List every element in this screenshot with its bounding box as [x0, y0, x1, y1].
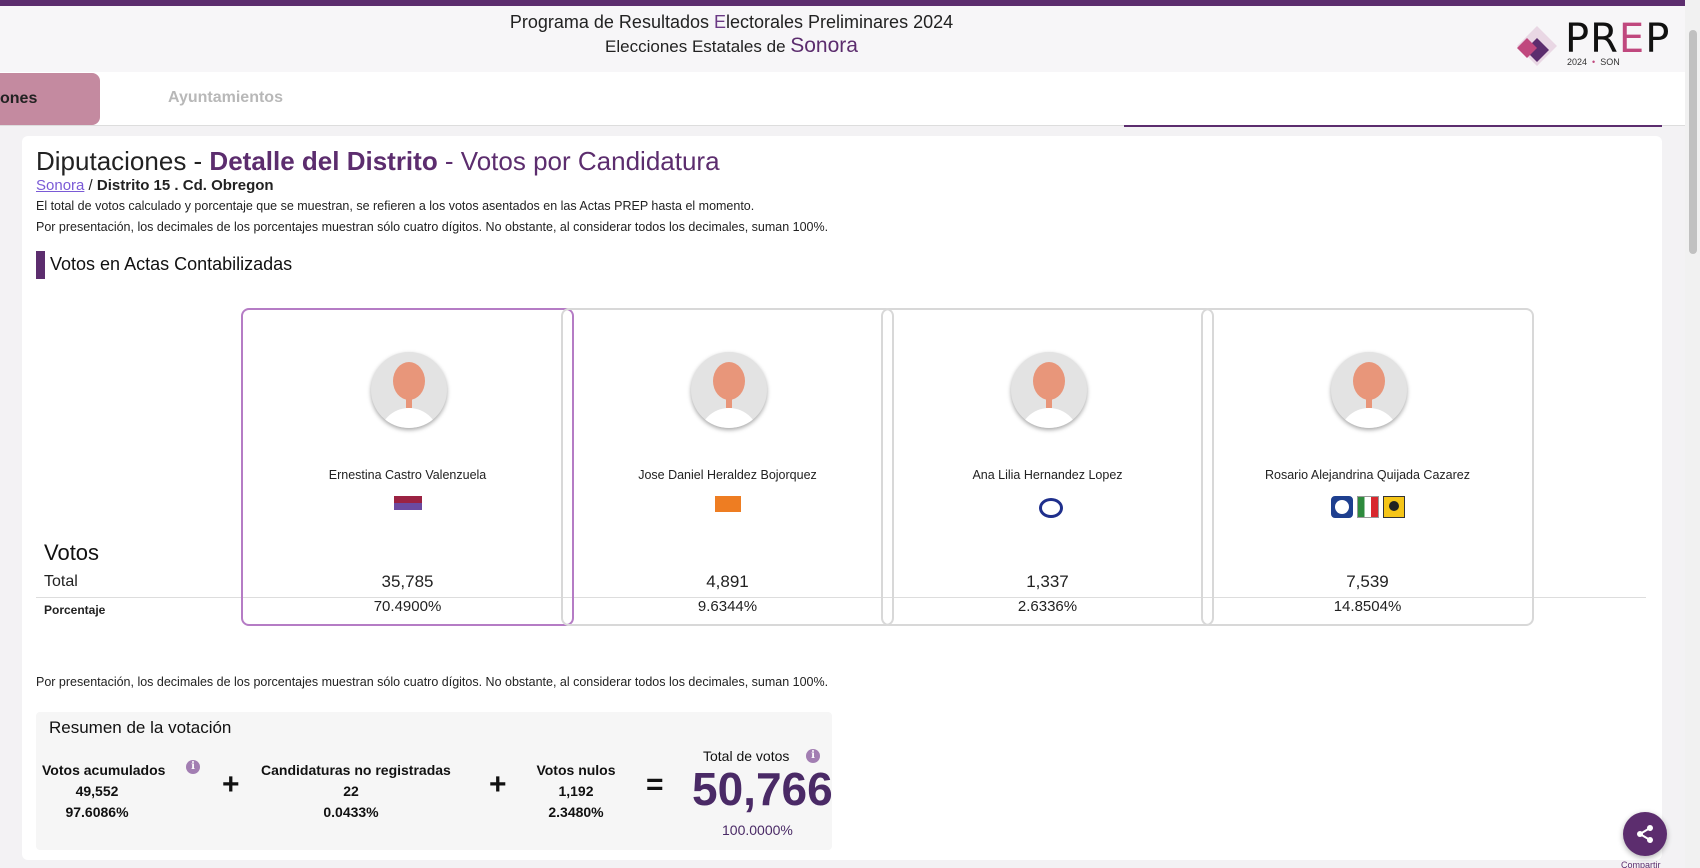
candidate-avatar	[371, 352, 447, 428]
tab-ayuntamientos[interactable]: Ayuntamientos	[168, 89, 283, 106]
election-tabs: ones Ayuntamientos	[0, 72, 1685, 127]
info-icon[interactable]: i	[186, 760, 200, 774]
candidate-avatar	[1331, 352, 1407, 428]
pes-logo-icon	[1034, 496, 1063, 518]
candidate-card[interactable]: Ana Lilia Hernandez Lopez 1,337 2.6336%	[881, 308, 1214, 626]
candidate-name: Ana Lilia Hernandez Lopez	[972, 468, 1123, 482]
summary-title: Resumen de la votación	[49, 718, 232, 737]
candidate-total: 1,337	[1026, 572, 1069, 591]
votes-note: El total de votos calculado y porcentaje…	[36, 199, 755, 213]
share-icon	[1637, 825, 1653, 843]
breadcrumb-current: Distrito 15 . Cd. Obregon	[96, 177, 274, 194]
plus-sign: +	[222, 768, 240, 801]
plus-sign: +	[489, 768, 507, 801]
candidate-total: 4,891	[706, 572, 749, 591]
scrollbar-thumb[interactable]	[1689, 30, 1697, 254]
pan-logo-icon	[1330, 496, 1353, 518]
decimals-note: Por presentación, los decimales de los p…	[36, 220, 829, 234]
unregistered-candidates: Candidaturas no registradas 22 0.0433%	[261, 762, 451, 820]
morena-logo-icon	[393, 496, 422, 510]
candidate-avatar	[691, 352, 767, 428]
breadcrumb-link-sonora[interactable]: Sonora	[36, 177, 85, 194]
candidate-avatar	[1011, 352, 1087, 428]
district-detail-card: Diputaciones - Detalle del Distrito - Vo…	[22, 136, 1662, 860]
share-label: Compartir	[1621, 860, 1661, 868]
percentage-row-label: Porcentaje	[44, 603, 106, 617]
candidate-name: Rosario Alejandrina Quijada Cazarez	[1265, 468, 1470, 482]
tab-indicator	[1124, 125, 1662, 127]
party-logos	[1203, 496, 1532, 518]
candidate-total: 7,539	[1346, 572, 1389, 591]
vote-summary: Resumen de la votación Votos acumulados …	[36, 712, 833, 850]
section-title: Votos en Actas Contabilizadas	[50, 254, 293, 274]
prep-logo[interactable]: PREP 2024 • SON	[1515, 16, 1675, 68]
top-accent-bar	[0, 0, 1700, 6]
header-subtitle: Elecciones Estatales de Sonora	[605, 34, 858, 57]
candidate-percentage: 9.6344%	[697, 598, 758, 615]
candidate-card[interactable]: Ernestina Castro Valenzuela 35,785 70.49…	[241, 308, 574, 626]
total-votes-percentage: 100.0000%	[722, 822, 793, 838]
page-scrollbar[interactable]	[1685, 0, 1700, 868]
breadcrumb: Sonora / Distrito 15 . Cd. Obregon	[36, 177, 274, 194]
decimals-note-bottom: Por presentación, los decimales de los p…	[36, 675, 829, 689]
prd-logo-icon	[1382, 496, 1405, 518]
null-votes: Votos nulos 1,192 2.3480%	[536, 762, 616, 820]
pri-logo-icon	[1356, 496, 1379, 518]
candidate-card[interactable]: Jose Daniel Heraldez Bojorquez 4,891 9.6…	[561, 308, 894, 626]
section-marker	[36, 251, 45, 279]
candidate-percentage: 2.6336%	[1017, 598, 1078, 615]
movimiento-ciudadano-logo-icon	[714, 496, 741, 512]
candidate-percentage: 14.8504%	[1333, 598, 1402, 615]
party-logos	[563, 496, 892, 512]
total-votes-value: 50,766	[692, 763, 833, 815]
equals-sign: =	[646, 768, 664, 801]
tab-diputaciones[interactable]: ones	[0, 73, 100, 125]
accumulated-votes: Votos acumulados 49,552 97.6086%	[42, 762, 166, 820]
share-button[interactable]	[1623, 812, 1667, 856]
info-icon[interactable]: i	[806, 749, 820, 763]
site-header: Programa de Resultados Electorales Preli…	[0, 6, 1700, 72]
total-row-label: Total	[44, 573, 78, 590]
party-logos	[883, 496, 1212, 518]
total-votes-label: Total de votos	[703, 748, 790, 764]
candidate-card[interactable]: Rosario Alejandrina Quijada Cazarez 7,53…	[1201, 308, 1534, 626]
row-divider	[36, 597, 1646, 598]
prep-logo-subtitle: 2024 • SON	[1567, 57, 1620, 67]
candidate-name: Ernestina Castro Valenzuela	[328, 468, 487, 482]
party-logos	[243, 496, 572, 510]
page-title: Diputaciones - Detalle del Distrito - Vo…	[36, 146, 720, 176]
candidate-percentage: 70.4900%	[373, 598, 442, 615]
votos-heading: Votos	[44, 540, 100, 565]
candidate-name: Jose Daniel Heraldez Bojorquez	[638, 468, 817, 482]
prep-wordmark: PREP	[1565, 16, 1671, 62]
candidate-total: 35,785	[381, 572, 434, 591]
header-title: Programa de Resultados Electorales Preli…	[509, 12, 954, 32]
prep-diamond-icon	[1517, 26, 1557, 66]
